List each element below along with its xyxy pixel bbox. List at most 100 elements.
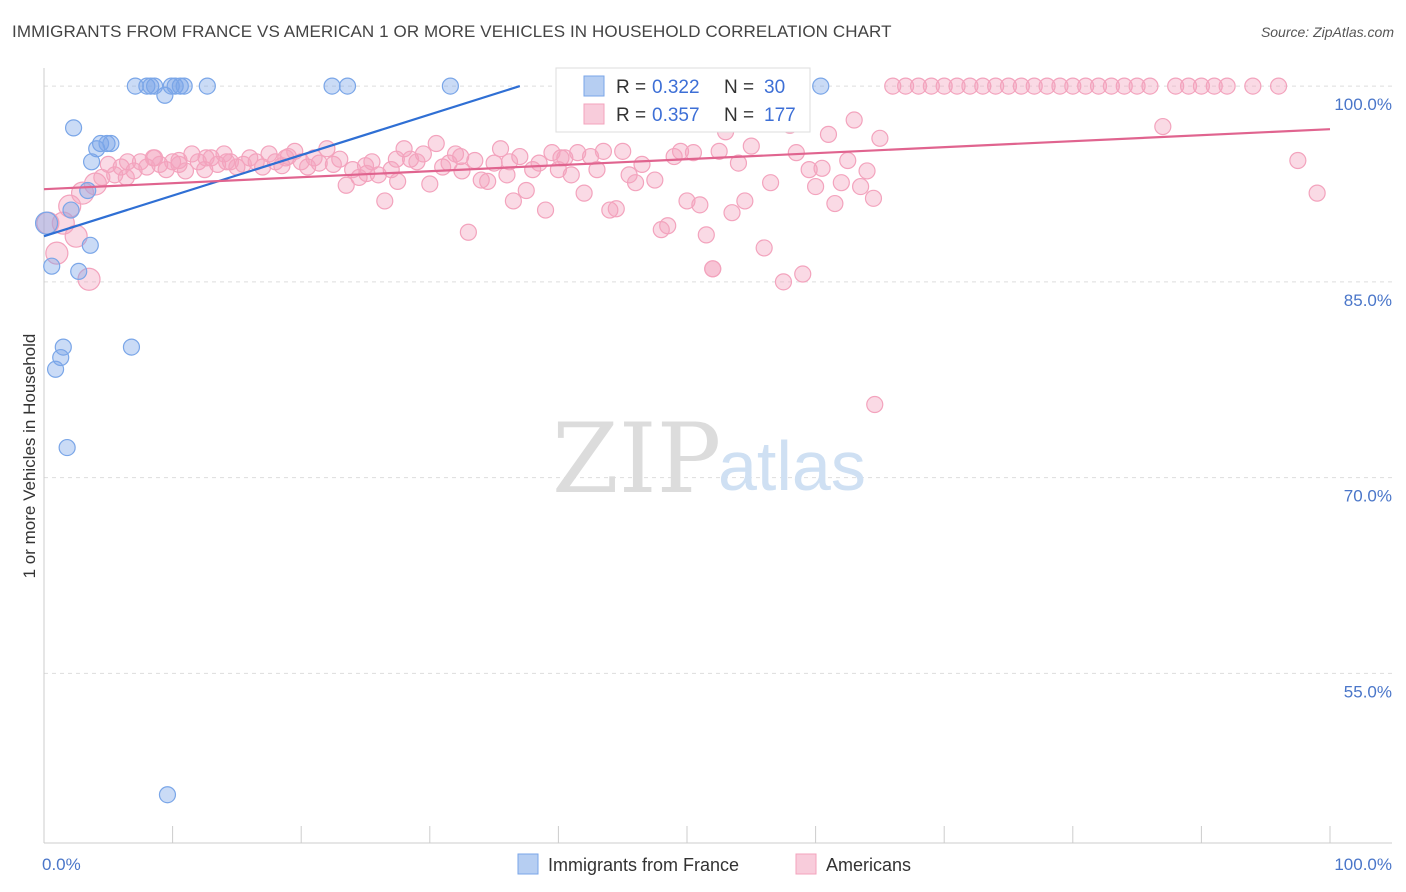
legend-r-label: R = [616,105,646,126]
data-point [1115,77,1133,95]
data-point [1038,77,1056,95]
data-point [70,262,88,281]
data-point [52,348,70,367]
data-point [736,192,754,210]
watermark-zip: ZIP [552,403,721,515]
data-point [614,142,632,160]
data-point [761,174,780,192]
data-point [1289,151,1307,170]
data-point [723,204,741,222]
data-point [999,77,1018,95]
data-point [166,77,184,95]
data-point [858,162,876,180]
data-point [517,181,535,200]
data-point [142,77,160,95]
data-point [338,77,357,95]
data-point [99,155,117,173]
data-point [1102,77,1120,95]
data-point [1012,77,1030,95]
data-point [81,236,99,254]
data-point [337,176,355,194]
axes: 100.0% 85.0% 70.0% 55.0% 0.0% 100.0% [42,68,1392,874]
y-tick-label: 100.0% [1334,95,1392,114]
data-point [813,159,831,177]
data-point [530,154,548,172]
data-point [145,149,164,167]
grid-lines [44,85,1392,674]
data-point [935,77,953,95]
data-point [1141,77,1159,95]
data-point [176,162,195,180]
data-point [376,192,394,210]
data-point [845,111,863,129]
data-point [1077,77,1095,95]
data-point [500,153,519,171]
data-point [441,77,459,95]
data-point [864,189,883,207]
data-point [1025,77,1043,95]
data-point [704,260,722,278]
data-point [806,177,825,196]
data-point [491,140,510,158]
data-point [1089,77,1108,95]
data-point [588,161,606,179]
data-point [691,196,709,214]
data-point [323,77,341,95]
chart-source: Source: ZipAtlas.com [1260,24,1394,40]
data-point [729,154,748,172]
watermark-atlas: atlas [718,427,866,505]
data-point [427,134,445,153]
data-point [659,217,677,235]
data-point [1218,77,1236,95]
data-point [414,145,432,163]
data-point [1051,77,1069,95]
data-point [826,194,844,213]
data-point [1244,77,1262,95]
data-point [197,149,215,167]
data-point [34,211,59,235]
x-tick-label: 0.0% [42,855,81,874]
data-point [79,181,97,200]
data-point [569,144,587,162]
data-point [472,171,490,189]
bottom-legend-swatch [795,853,817,875]
data-point [170,151,188,170]
data-point [1154,117,1172,136]
legend-r-value: 0.322 [652,77,700,98]
data-point [684,144,703,162]
data-point [800,161,818,179]
data-point [832,174,850,192]
bottom-legend-label: Americans [826,855,911,875]
data-point [1128,77,1146,95]
data-point [58,438,76,457]
data-point [961,77,979,95]
data-point [633,155,651,173]
data-point [812,77,830,95]
data-point [742,137,760,155]
data-point [122,338,141,356]
data-point [755,239,773,257]
y-tick-label: 85.0% [1344,291,1392,310]
data-point [64,119,83,137]
data-point [98,134,116,153]
y-axis-label: 1 or more Vehicles in Household [20,334,39,579]
bottom-legend-swatch [517,853,539,875]
data-point [43,257,61,275]
data-point [310,154,328,172]
data-point [62,201,80,219]
data-point [987,77,1005,95]
data-point [479,172,497,190]
data-point [626,174,645,192]
data-point [466,151,484,170]
data-point [331,150,349,168]
x-tick-label: 100.0% [1334,855,1392,874]
data-point [158,786,177,804]
data-point [421,175,439,193]
data-point [922,77,940,95]
legend-r-value: 0.357 [652,105,700,126]
data-point [562,166,580,184]
data-point [1269,77,1288,95]
legend-n-label: N = [724,77,754,98]
data-point [102,134,120,153]
